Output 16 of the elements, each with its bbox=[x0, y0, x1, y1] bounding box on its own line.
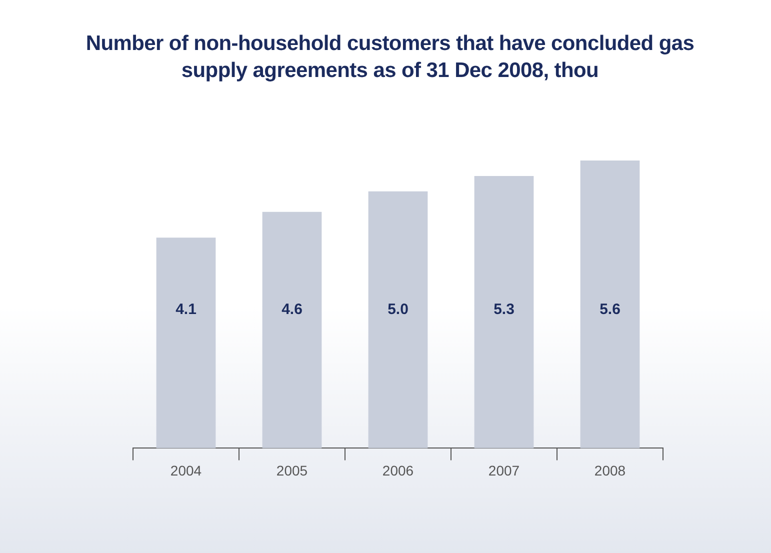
bar bbox=[368, 191, 428, 448]
x-tick-label: 2004 bbox=[170, 462, 202, 478]
data-label: 5.3 bbox=[494, 301, 514, 318]
data-label: 4.6 bbox=[282, 301, 302, 318]
data-label: 5.6 bbox=[600, 301, 620, 318]
bar bbox=[262, 212, 322, 448]
x-tick-label: 2006 bbox=[382, 462, 414, 478]
bar bbox=[474, 176, 534, 448]
x-tick-label: 2005 bbox=[276, 462, 308, 478]
chart-title: Number of non-household customers that have concluded gas supply agreements as of 31 Dec 2008, thou bbox=[84, 31, 696, 84]
data-label: 5.0 bbox=[388, 301, 408, 318]
x-tick-label: 2007 bbox=[488, 462, 520, 478]
x-tick-label: 2008 bbox=[594, 462, 626, 478]
bar bbox=[156, 238, 216, 448]
data-label: 4.1 bbox=[176, 301, 196, 318]
bar bbox=[580, 160, 640, 448]
